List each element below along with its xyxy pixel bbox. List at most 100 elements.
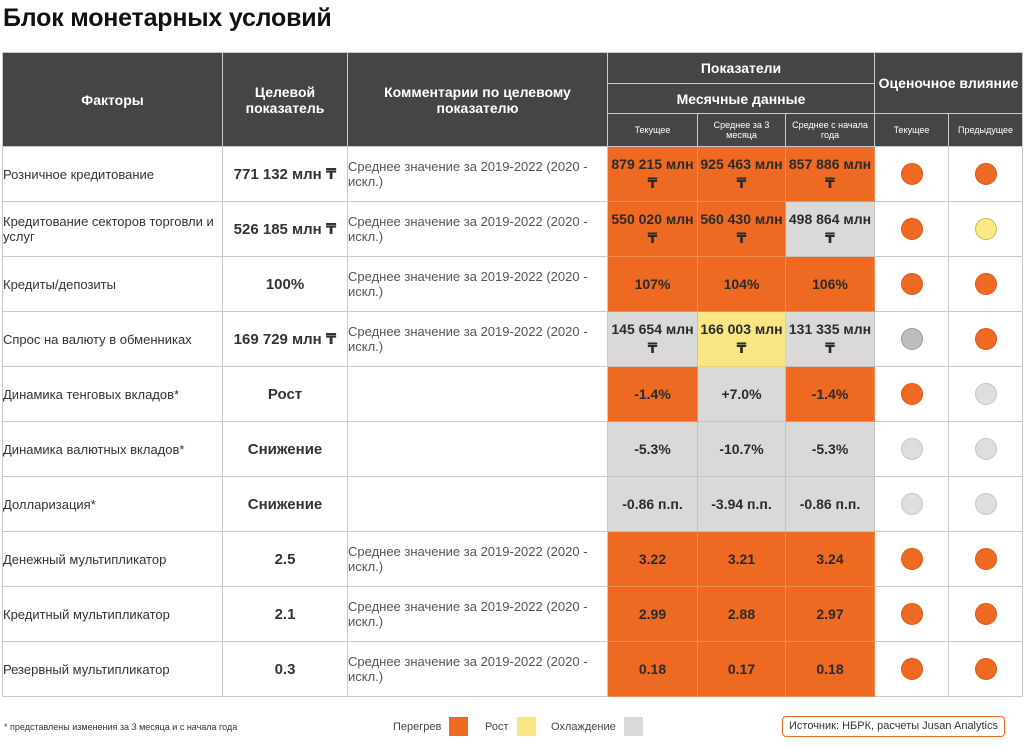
comment-cell: Среднее значение за 2019-2022 (2020 - ис… bbox=[347, 311, 608, 367]
header-avg-ytd: Среднее с начала года bbox=[785, 113, 875, 147]
target-cell: 526 185 млн ₸ bbox=[222, 201, 348, 257]
impact-current-cell bbox=[874, 146, 949, 202]
value-avg-ytd-cell: -0.86 п.п. bbox=[785, 476, 875, 532]
impact-current-cell bbox=[874, 256, 949, 312]
table-row: Долларизация* Снижение -0.86 п.п. -3.94 п.п… bbox=[2, 476, 1024, 532]
target-cell: 771 132 млн ₸ bbox=[222, 146, 348, 202]
value-avg-3m-cell: -10.7% bbox=[697, 421, 786, 477]
table-row: Денежный мультипликатор 2.5 Среднее значен… bbox=[2, 531, 1024, 587]
value-avg-3m-cell: 3.21 bbox=[697, 531, 786, 587]
table-row: Кредитный мультипликатор 2.1 Среднее значе… bbox=[2, 586, 1024, 642]
impact-current-cell bbox=[874, 586, 949, 642]
factor-cell: Спрос на валюту в обменниках bbox=[2, 311, 223, 367]
value-current-cell: 550 020 млн ₸ bbox=[607, 201, 698, 257]
factor-cell: Долларизация* bbox=[2, 476, 223, 532]
value-avg-ytd-cell: 2.97 bbox=[785, 586, 875, 642]
comment-cell bbox=[347, 476, 608, 532]
impact-previous-indicator bbox=[974, 493, 997, 515]
source-note: Источник: НБРК, расчеты Jusan Analytics bbox=[782, 716, 1006, 737]
impact-current-indicator bbox=[900, 163, 923, 185]
footnote: * представлены изменения за 3 месяца и с… bbox=[4, 722, 238, 732]
impact-previous-indicator bbox=[974, 658, 997, 680]
impact-current-indicator bbox=[900, 493, 923, 515]
factor-cell: Денежный мультипликатор bbox=[2, 531, 223, 587]
header-impact-previous: Предыдущее bbox=[947, 113, 1024, 147]
header-impact: Оценочное влияние bbox=[873, 52, 1024, 114]
target-cell: Снижение bbox=[222, 421, 348, 477]
target-cell: 100% bbox=[222, 256, 348, 312]
legend-label: Перегрев bbox=[393, 720, 442, 733]
value-avg-3m-cell: 104% bbox=[697, 256, 786, 312]
legend-swatch-orange bbox=[449, 717, 469, 736]
impact-previous-cell bbox=[947, 586, 1024, 642]
impact-previous-cell bbox=[947, 201, 1024, 257]
comment-cell: Среднее значение за 2019-2022 (2020 - ис… bbox=[347, 531, 608, 587]
table-row: Розничное кредитование 771 132 млн ₸ Средн… bbox=[2, 146, 1024, 202]
legend-label: Рост bbox=[485, 720, 509, 733]
impact-current-indicator bbox=[900, 218, 923, 240]
table-row: Спрос на валюту в обменниках 169 729 млн … bbox=[2, 311, 1024, 367]
legend-label: Охлаждение bbox=[551, 720, 616, 733]
impact-previous-cell bbox=[947, 641, 1024, 697]
table-row: Резервный мультипликатор 0.3 Среднее значе… bbox=[2, 641, 1024, 697]
factor-cell: Динамика тенговых вкладов* bbox=[2, 366, 223, 422]
impact-previous-cell bbox=[947, 421, 1024, 477]
value-current-cell: 107% bbox=[607, 256, 698, 312]
impact-previous-indicator bbox=[974, 218, 997, 240]
value-current-cell: -1.4% bbox=[607, 366, 698, 422]
value-avg-3m-cell: 925 463 млн ₸ bbox=[697, 146, 786, 202]
impact-previous-indicator bbox=[974, 438, 997, 460]
target-cell: 2.5 bbox=[222, 531, 348, 587]
comment-cell: Среднее значение за 2019-2022 (2020 - ис… bbox=[347, 201, 608, 257]
comment-cell bbox=[347, 421, 608, 477]
comment-cell: Среднее значение за 2019-2022 (2020 - ис… bbox=[347, 146, 608, 202]
footer: * представлены изменения за 3 месяца и с… bbox=[0, 712, 1024, 742]
value-avg-3m-cell: 560 430 млн ₸ bbox=[697, 201, 786, 257]
value-avg-ytd-cell: 106% bbox=[785, 256, 875, 312]
value-avg-3m-cell: 166 003 млн ₸ bbox=[697, 311, 786, 367]
target-cell: Снижение bbox=[222, 476, 348, 532]
impact-current-cell bbox=[874, 421, 949, 477]
table-row: Кредиты/депозиты 100% Среднее значение за … bbox=[2, 256, 1024, 312]
target-cell: 2.1 bbox=[222, 586, 348, 642]
legend-item-cooling: Охлаждение bbox=[551, 717, 643, 736]
impact-current-indicator bbox=[900, 548, 923, 570]
impact-current-cell bbox=[874, 531, 949, 587]
impact-current-cell bbox=[874, 476, 949, 532]
value-current-cell: 3.22 bbox=[607, 531, 698, 587]
value-avg-3m-cell: -3.94 п.п. bbox=[697, 476, 786, 532]
table-body: Розничное кредитование 771 132 млн ₸ Средн… bbox=[2, 146, 1024, 697]
factor-cell: Кредитный мультипликатор bbox=[2, 586, 223, 642]
legend-swatch-gray bbox=[623, 717, 643, 736]
value-avg-3m-cell: +7.0% bbox=[697, 366, 786, 422]
factor-cell: Кредиты/депозиты bbox=[2, 256, 223, 312]
impact-previous-indicator bbox=[974, 273, 997, 295]
impact-current-cell bbox=[874, 311, 949, 367]
factor-cell: Резервный мультипликатор bbox=[2, 641, 223, 697]
value-avg-ytd-cell: 498 864 млн ₸ bbox=[785, 201, 875, 257]
legend-swatch-yellow bbox=[516, 717, 536, 736]
value-avg-ytd-cell: 131 335 млн ₸ bbox=[785, 311, 875, 367]
factor-cell: Динамика валютных вкладов* bbox=[2, 421, 223, 477]
impact-previous-indicator bbox=[974, 383, 997, 405]
impact-current-cell bbox=[874, 641, 949, 697]
impact-previous-cell bbox=[947, 476, 1024, 532]
target-cell: 169 729 млн ₸ bbox=[222, 311, 348, 367]
value-current-cell: 145 654 млн ₸ bbox=[607, 311, 698, 367]
header-avg-3m: Среднее за 3 месяца bbox=[697, 113, 786, 147]
legend-item-overheat: Перегрев bbox=[393, 717, 469, 736]
impact-previous-cell bbox=[947, 256, 1024, 312]
header-current: Текущее bbox=[607, 113, 698, 147]
value-avg-ytd-cell: 857 886 млн ₸ bbox=[785, 146, 875, 202]
factor-cell: Кредитование секторов торговли и услуг bbox=[2, 201, 223, 257]
impact-current-indicator bbox=[900, 438, 923, 460]
header-indicators: Показатели bbox=[607, 52, 875, 84]
impact-previous-cell bbox=[947, 366, 1024, 422]
comment-cell: Среднее значение за 2019-2022 (2020 - ис… bbox=[347, 641, 608, 697]
comment-cell: Среднее значение за 2019-2022 (2020 - ис… bbox=[347, 586, 608, 642]
impact-previous-indicator bbox=[974, 163, 997, 185]
page-title: Блок монетарных условий bbox=[3, 4, 332, 32]
header-impact-current: Текущее bbox=[874, 113, 949, 147]
impact-previous-cell bbox=[947, 146, 1024, 202]
header-factors: Факторы bbox=[2, 52, 223, 147]
